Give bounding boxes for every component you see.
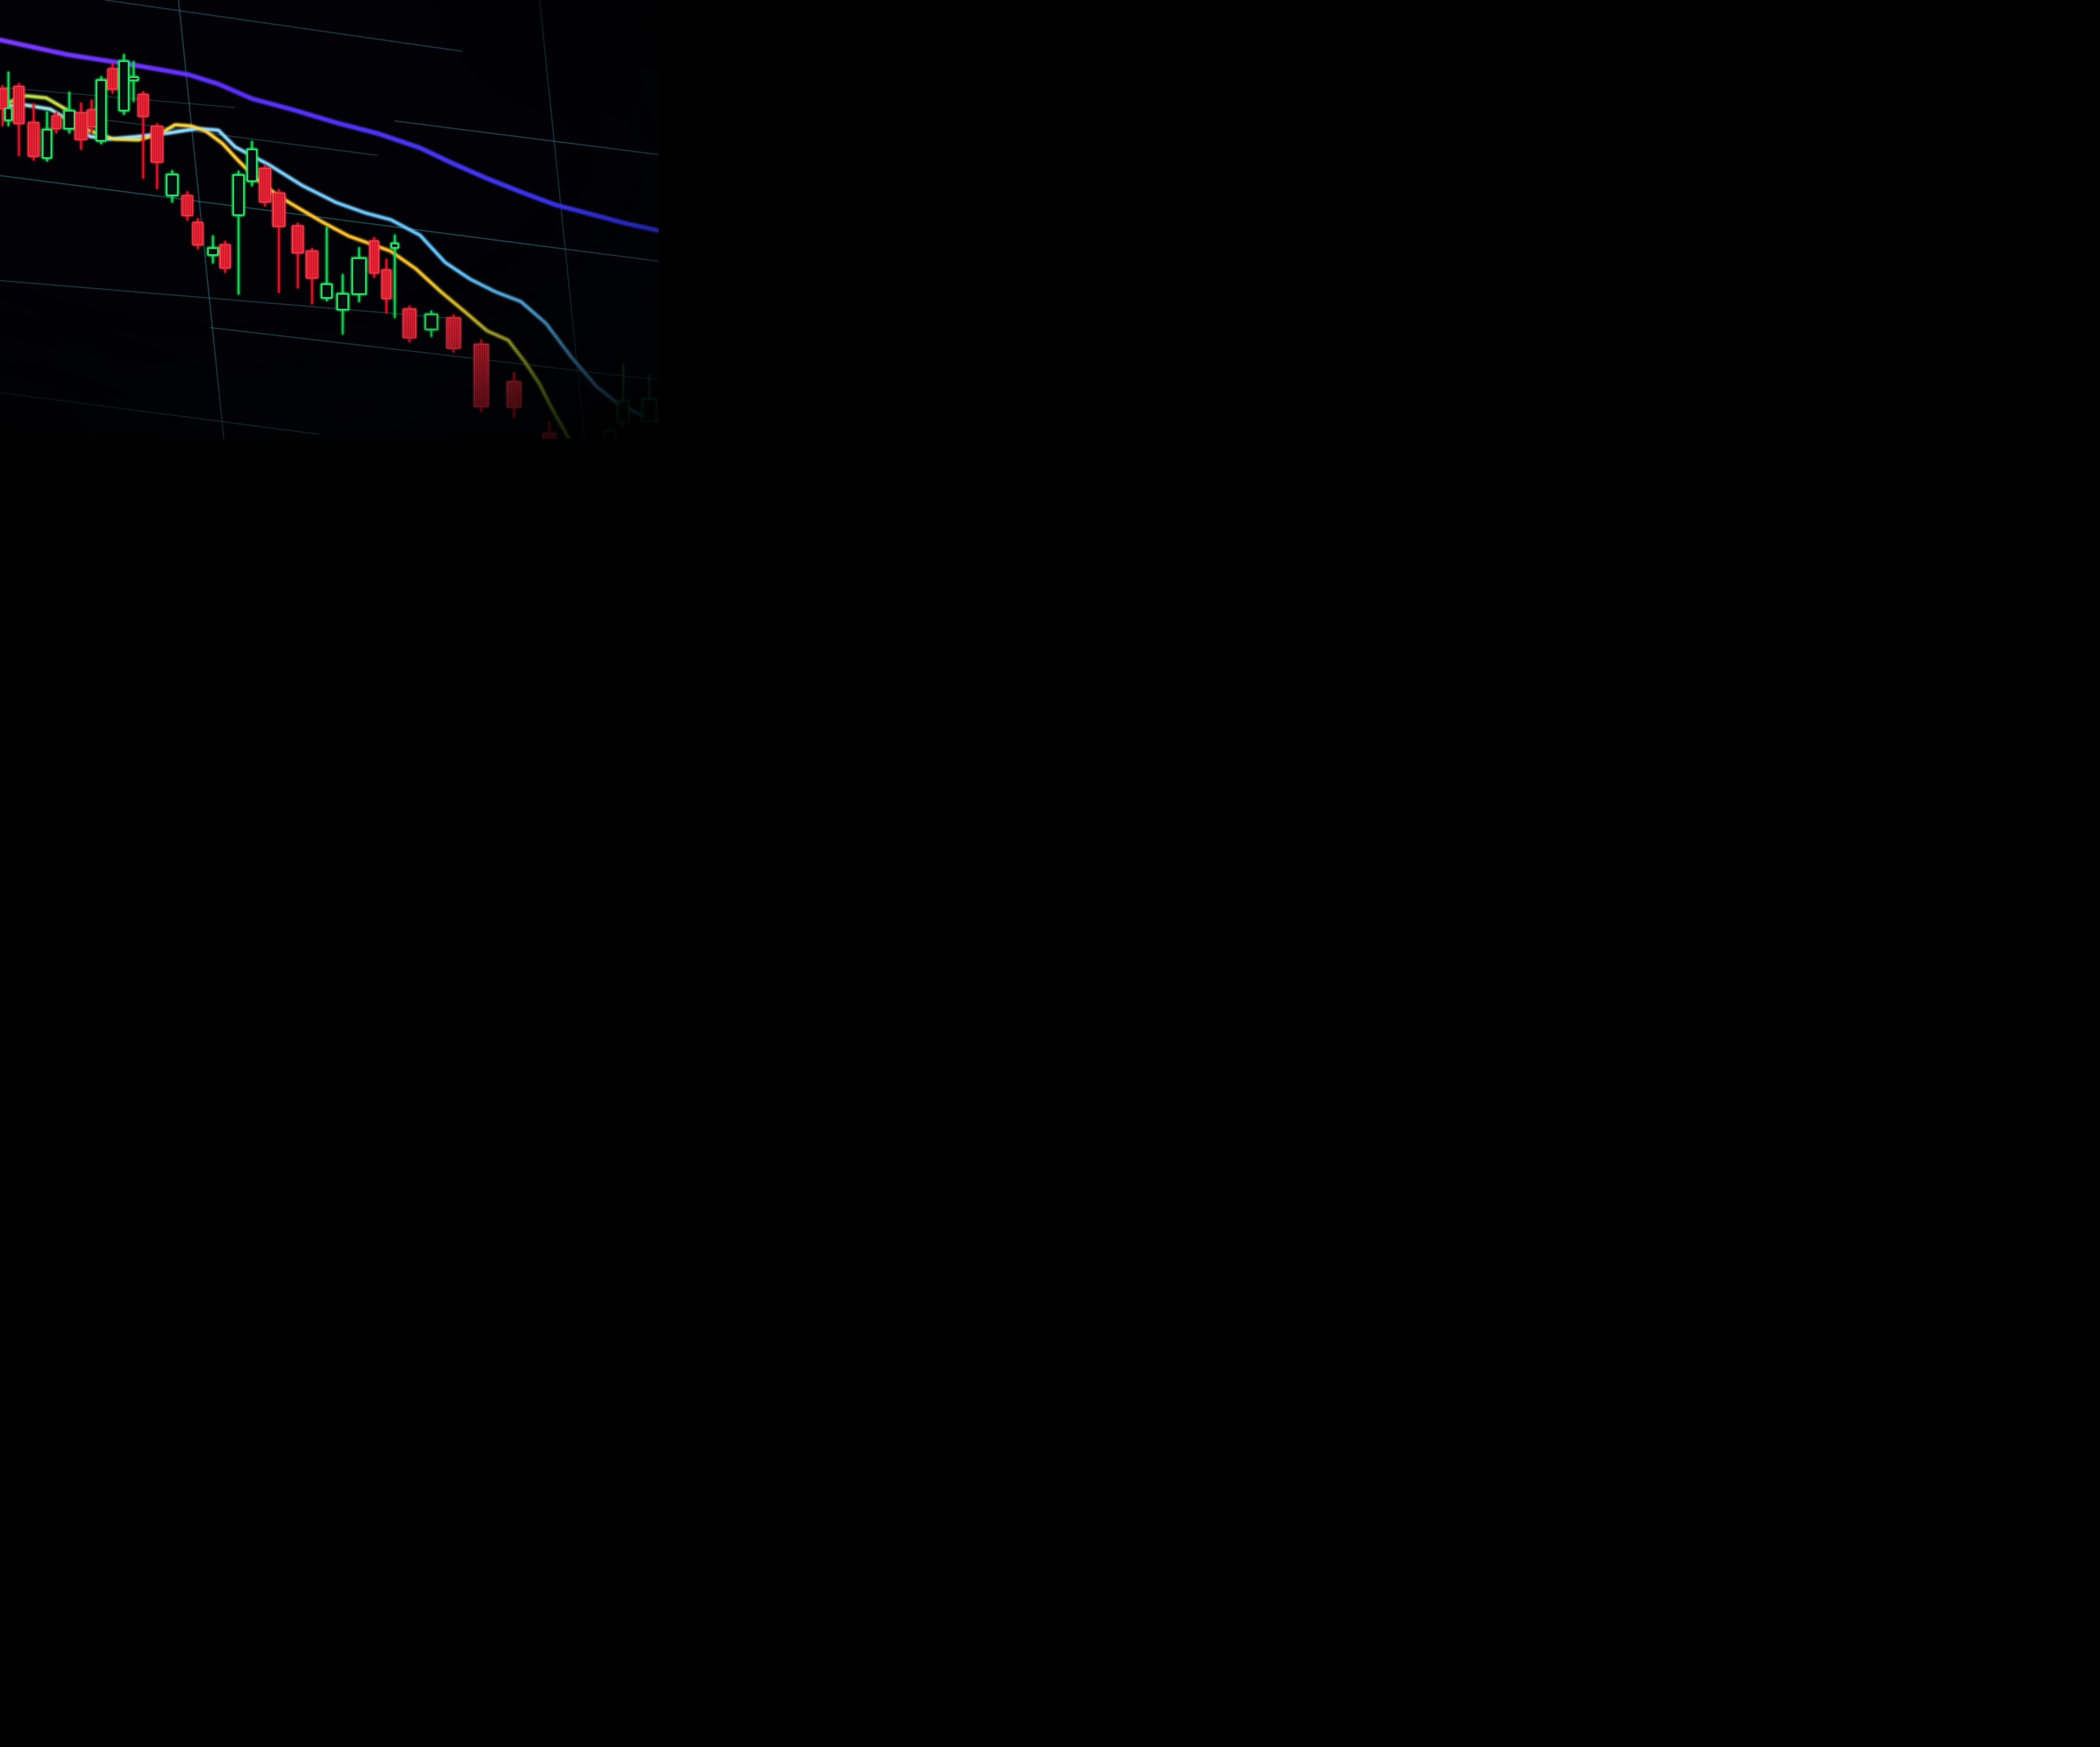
candle-body-fill [617, 401, 629, 423]
candle-body [543, 433, 556, 439]
candle-body [507, 381, 521, 407]
candle-bearish [369, 237, 379, 278]
candle-body-fill [208, 248, 218, 255]
candle-body-fill [119, 61, 129, 110]
candle-body [306, 251, 318, 278]
candle-body-fill [352, 258, 366, 294]
candle-body-fill [64, 111, 74, 129]
candle-body [192, 222, 203, 245]
candle-body [0, 89, 8, 109]
candle-body [52, 115, 61, 129]
candle-body [181, 195, 193, 216]
candle-body-fill [233, 175, 244, 215]
candle-body [75, 113, 87, 140]
trading-screen [0, 0, 659, 439]
candle-body [259, 168, 271, 202]
candle-body [273, 193, 285, 227]
candle-body [474, 344, 489, 407]
candle-body [381, 270, 391, 299]
candle-body-fill [604, 431, 615, 439]
candle-bearish [474, 339, 489, 412]
chart-background [0, 0, 659, 439]
candle-body-fill [425, 315, 437, 329]
candle-body [13, 86, 24, 124]
candle-body-fill [642, 399, 656, 421]
candle-bearish [220, 241, 231, 273]
candle-body [292, 226, 304, 253]
candle-body [369, 241, 379, 273]
candle-body-fill [167, 175, 178, 195]
candle-body [220, 244, 231, 268]
candle-body-fill [5, 108, 12, 120]
candle-bearish [403, 305, 416, 343]
candle-bearish [446, 314, 461, 353]
candle-bullish [118, 54, 130, 115]
candle-body-fill [43, 130, 51, 158]
candle-body-fill [322, 284, 332, 298]
candle-body [87, 110, 96, 127]
candle-bullish [95, 76, 107, 144]
candle-body [138, 94, 149, 117]
candle-body [403, 309, 416, 338]
candle-body [28, 122, 39, 157]
candle-bearish [259, 165, 271, 207]
candle-body [108, 68, 118, 89]
candle-body [151, 126, 163, 163]
candle-bearish [192, 218, 203, 249]
candlestick-chart [0, 0, 659, 439]
candle-body-fill [247, 150, 257, 181]
candle-body [446, 317, 461, 349]
candle-body-fill [337, 294, 348, 310]
candle-body-fill [97, 80, 106, 141]
